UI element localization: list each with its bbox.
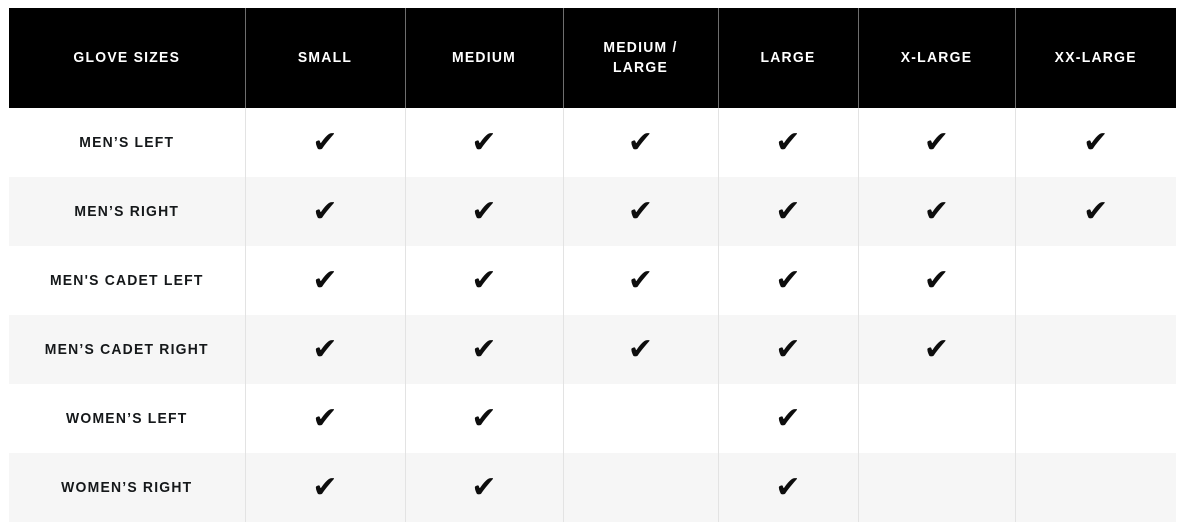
check-icon: ✔ xyxy=(627,124,654,160)
check-icon: ✔ xyxy=(923,124,950,160)
cell-mens-right-medium: ✔ xyxy=(404,177,563,246)
cell-mens-cadet-right-x-large: ✔ xyxy=(857,315,1015,384)
column-header-large: LARGE xyxy=(722,8,854,108)
cell-womens-right-medium-large xyxy=(562,453,718,522)
check-icon: ✔ xyxy=(923,331,950,367)
check-icon: ✔ xyxy=(775,331,801,367)
check-icon: ✔ xyxy=(1083,193,1109,229)
cell-mens-left-small: ✔ xyxy=(244,108,405,177)
glove-sizes-table: GLOVE SIZES SMALL MEDIUM MEDIUM / LARGE … xyxy=(9,8,1176,522)
row-label-womens-left: WOMEN’S LEFT xyxy=(66,410,188,427)
check-icon: ✔ xyxy=(627,331,654,367)
cell-mens-left-large: ✔ xyxy=(717,108,858,177)
cell-mens-cadet-left-xx-large xyxy=(1014,246,1176,315)
cell-mens-cadet-right-medium: ✔ xyxy=(404,315,563,384)
column-header-medium-large-line1: MEDIUM / xyxy=(603,39,678,57)
check-icon: ✔ xyxy=(627,193,654,229)
cell-mens-right-x-large: ✔ xyxy=(857,177,1015,246)
row-label-mens-cadet-left: MEN'S CADET LEFT xyxy=(49,272,204,289)
cell-womens-right-large: ✔ xyxy=(717,453,858,522)
check-icon: ✔ xyxy=(312,124,338,160)
cell-mens-cadet-left-small: ✔ xyxy=(244,246,405,315)
cell-mens-right-xx-large: ✔ xyxy=(1014,177,1176,246)
table-body: MEN’S LEFT ✔ ✔ ✔ ✔ ✔ ✔ MEN’S RIGHT ✔ ✔ ✔… xyxy=(9,108,1176,522)
check-icon: ✔ xyxy=(471,331,497,367)
cell-mens-cadet-left-x-large: ✔ xyxy=(857,246,1015,315)
check-icon: ✔ xyxy=(471,193,497,229)
row-label-mens-right: MEN’S RIGHT xyxy=(74,203,180,220)
cell-womens-left-small: ✔ xyxy=(244,384,405,453)
table-row: WOMEN’S RIGHT ✔ ✔ ✔ xyxy=(9,453,1176,522)
cell-womens-left-x-large xyxy=(857,384,1015,453)
cell-womens-left-xx-large xyxy=(1014,384,1176,453)
row-label-mens-left: MEN’S LEFT xyxy=(79,134,175,151)
check-icon: ✔ xyxy=(775,193,801,229)
column-header-small: SMALL xyxy=(250,8,400,108)
cell-mens-left-x-large: ✔ xyxy=(857,108,1015,177)
cell-mens-cadet-left-large: ✔ xyxy=(717,246,858,315)
cell-mens-cadet-right-medium-large: ✔ xyxy=(562,315,718,384)
table-row: MEN’S RIGHT ✔ ✔ ✔ ✔ ✔ ✔ xyxy=(9,177,1176,246)
check-icon: ✔ xyxy=(775,469,801,505)
cell-womens-left-large: ✔ xyxy=(717,384,858,453)
cell-mens-cadet-left-medium-large: ✔ xyxy=(562,246,718,315)
check-icon: ✔ xyxy=(923,193,950,229)
check-icon: ✔ xyxy=(312,193,338,229)
check-icon: ✔ xyxy=(627,262,654,298)
check-icon: ✔ xyxy=(312,400,338,436)
table-row: MEN’S LEFT ✔ ✔ ✔ ✔ ✔ ✔ xyxy=(9,108,1176,177)
column-header-glove-sizes: GLOVE SIZES xyxy=(17,8,237,108)
table-row: MEN'S CADET LEFT ✔ ✔ ✔ ✔ ✔ xyxy=(9,246,1176,315)
cell-mens-right-medium-large: ✔ xyxy=(562,177,718,246)
cell-mens-cadet-right-small: ✔ xyxy=(244,315,405,384)
check-icon: ✔ xyxy=(775,262,801,298)
check-icon: ✔ xyxy=(1083,124,1109,160)
check-icon: ✔ xyxy=(471,262,497,298)
cell-womens-right-x-large xyxy=(857,453,1015,522)
check-icon: ✔ xyxy=(775,124,801,160)
header-row: GLOVE SIZES SMALL MEDIUM MEDIUM / LARGE … xyxy=(9,8,1176,108)
row-label-mens-cadet-right: MEN’S CADET RIGHT xyxy=(44,341,209,358)
cell-mens-cadet-right-large: ✔ xyxy=(717,315,858,384)
cell-womens-left-medium-large xyxy=(562,384,718,453)
table-header: GLOVE SIZES SMALL MEDIUM MEDIUM / LARGE … xyxy=(9,8,1176,108)
column-header-x-large: X-LARGE xyxy=(863,8,1010,108)
cell-mens-left-medium-large: ✔ xyxy=(562,108,718,177)
check-icon: ✔ xyxy=(471,124,497,160)
check-icon: ✔ xyxy=(312,262,338,298)
check-icon: ✔ xyxy=(923,262,950,298)
cell-mens-left-medium: ✔ xyxy=(404,108,563,177)
check-icon: ✔ xyxy=(471,469,497,505)
table-row: WOMEN’S LEFT ✔ ✔ ✔ xyxy=(9,384,1176,453)
cell-womens-right-small: ✔ xyxy=(244,453,405,522)
check-icon: ✔ xyxy=(471,400,497,436)
cell-mens-right-large: ✔ xyxy=(717,177,858,246)
column-header-xx-large: XX-LARGE xyxy=(1020,8,1171,108)
cell-mens-left-xx-large: ✔ xyxy=(1014,108,1176,177)
column-header-medium-large-line2: LARGE xyxy=(612,59,669,76)
check-icon: ✔ xyxy=(312,331,338,367)
check-icon: ✔ xyxy=(775,400,801,436)
cell-womens-right-xx-large xyxy=(1014,453,1176,522)
size-chart-container: GLOVE SIZES SMALL MEDIUM MEDIUM / LARGE … xyxy=(9,8,1176,522)
column-header-medium-large: MEDIUM / LARGE xyxy=(567,8,713,108)
table-row: MEN’S CADET RIGHT ✔ ✔ ✔ ✔ ✔ xyxy=(9,315,1176,384)
cell-womens-left-medium: ✔ xyxy=(404,384,563,453)
check-icon: ✔ xyxy=(312,469,338,505)
cell-mens-cadet-left-medium: ✔ xyxy=(404,246,563,315)
cell-mens-cadet-right-xx-large xyxy=(1014,315,1176,384)
column-header-medium: MEDIUM xyxy=(410,8,558,108)
cell-womens-right-medium: ✔ xyxy=(404,453,563,522)
cell-mens-right-small: ✔ xyxy=(244,177,405,246)
row-label-womens-right: WOMEN’S RIGHT xyxy=(61,479,193,496)
